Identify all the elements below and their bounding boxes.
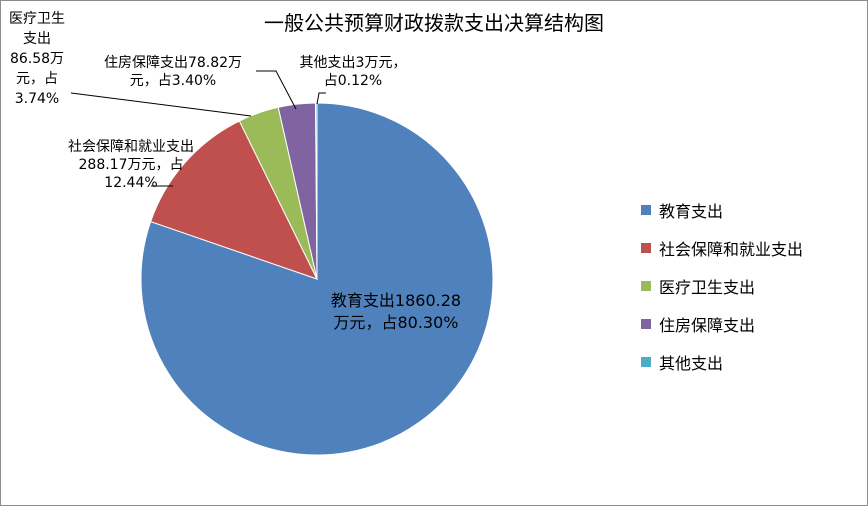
data-label-1: 社会保障和就业支出 288.17万元，占 12.44% [68,139,194,191]
data-label-4: 其他支出3万元，占0.12% [300,55,407,89]
legend-swatch [641,319,651,329]
legend-item-2: 医疗卫生支出 [641,267,803,305]
chart-legend: 教育支出社会保障和就业支出 医疗卫生支出 住房保障支出 其他支出 [641,191,803,381]
legend-label: 其他支出 [659,354,724,373]
leader-line-2 [70,92,252,117]
legend-swatch [641,281,651,291]
legend-label: 医疗卫生支出 [659,278,756,297]
data-label-3: 住房保障支出78.82万元，占3.40% [104,55,242,89]
legend-swatch [641,357,651,367]
legend-swatch [641,205,651,215]
leader-line-4 [316,92,326,105]
legend-label: 社会保障和就业支出 [659,240,804,259]
chart-title: 一般公共预算财政拨款支出决算结构图 [264,11,604,35]
legend-item-4: 其他支出 [641,343,803,381]
leader-line-3 [256,70,297,110]
legend-item-1: 社会保障和就业支出 [641,229,803,267]
data-label-2: 医疗卫生支出 86.58万元，占 3.74% [9,11,65,107]
pie-slice-1 [150,120,318,280]
legend-swatch [641,243,651,253]
legend-label: 教育支出 [659,202,724,221]
data-label-0: 教育支出1860.28 万元，占80.30% [331,291,461,332]
legend-item-3: 住房保障支出 [641,305,803,343]
legend-item-0: 教育支出 [641,191,803,229]
legend-label: 住房保障支出 [659,316,756,335]
